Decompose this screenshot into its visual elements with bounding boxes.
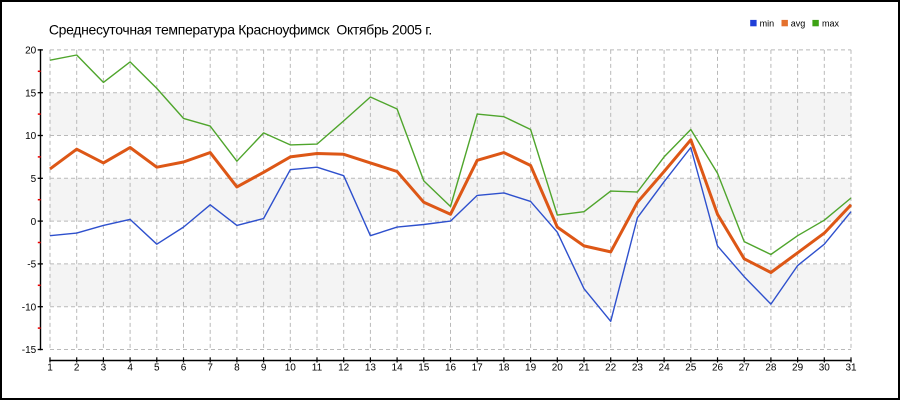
svg-text:9: 9 bbox=[261, 362, 267, 373]
svg-text:1: 1 bbox=[47, 362, 53, 373]
svg-text:31: 31 bbox=[845, 362, 857, 373]
svg-text:26: 26 bbox=[712, 362, 724, 373]
svg-text:11: 11 bbox=[312, 362, 323, 373]
svg-text:Среднесуточная температура Кра: Среднесуточная температура Красноуфимск … bbox=[49, 22, 432, 38]
svg-text:7: 7 bbox=[207, 362, 213, 373]
svg-text:25: 25 bbox=[685, 362, 697, 373]
svg-text:22: 22 bbox=[605, 362, 617, 373]
svg-text:19: 19 bbox=[525, 362, 537, 373]
svg-text:6: 6 bbox=[181, 362, 187, 373]
svg-text:-15: -15 bbox=[22, 345, 37, 356]
svg-text:10: 10 bbox=[285, 362, 297, 373]
svg-text:21: 21 bbox=[578, 362, 590, 373]
svg-text:4: 4 bbox=[127, 362, 133, 373]
svg-text:30: 30 bbox=[819, 362, 831, 373]
svg-text:2: 2 bbox=[74, 362, 80, 373]
svg-text:14: 14 bbox=[392, 362, 404, 373]
svg-text:10: 10 bbox=[25, 131, 37, 142]
svg-text:8: 8 bbox=[234, 362, 240, 373]
svg-text:15: 15 bbox=[418, 362, 430, 373]
svg-text:17: 17 bbox=[472, 362, 484, 373]
svg-text:24: 24 bbox=[659, 362, 671, 373]
svg-text:16: 16 bbox=[445, 362, 457, 373]
svg-text:18: 18 bbox=[498, 362, 510, 373]
svg-text:23: 23 bbox=[632, 362, 644, 373]
svg-text:3: 3 bbox=[101, 362, 107, 373]
svg-text:5: 5 bbox=[154, 362, 160, 373]
svg-text:27: 27 bbox=[739, 362, 751, 373]
svg-text:min: min bbox=[760, 18, 775, 28]
svg-text:20: 20 bbox=[552, 362, 564, 373]
svg-text:max: max bbox=[822, 18, 840, 28]
svg-text:15: 15 bbox=[25, 88, 37, 99]
svg-text:20: 20 bbox=[25, 46, 37, 57]
svg-text:13: 13 bbox=[365, 362, 377, 373]
svg-text:avg: avg bbox=[791, 18, 806, 28]
svg-text:5: 5 bbox=[31, 174, 37, 185]
svg-text:12: 12 bbox=[338, 362, 350, 373]
svg-text:-10: -10 bbox=[22, 302, 37, 313]
svg-text:28: 28 bbox=[765, 362, 777, 373]
svg-text:29: 29 bbox=[792, 362, 804, 373]
svg-text:0: 0 bbox=[31, 217, 37, 228]
svg-text:-5: -5 bbox=[27, 260, 36, 271]
